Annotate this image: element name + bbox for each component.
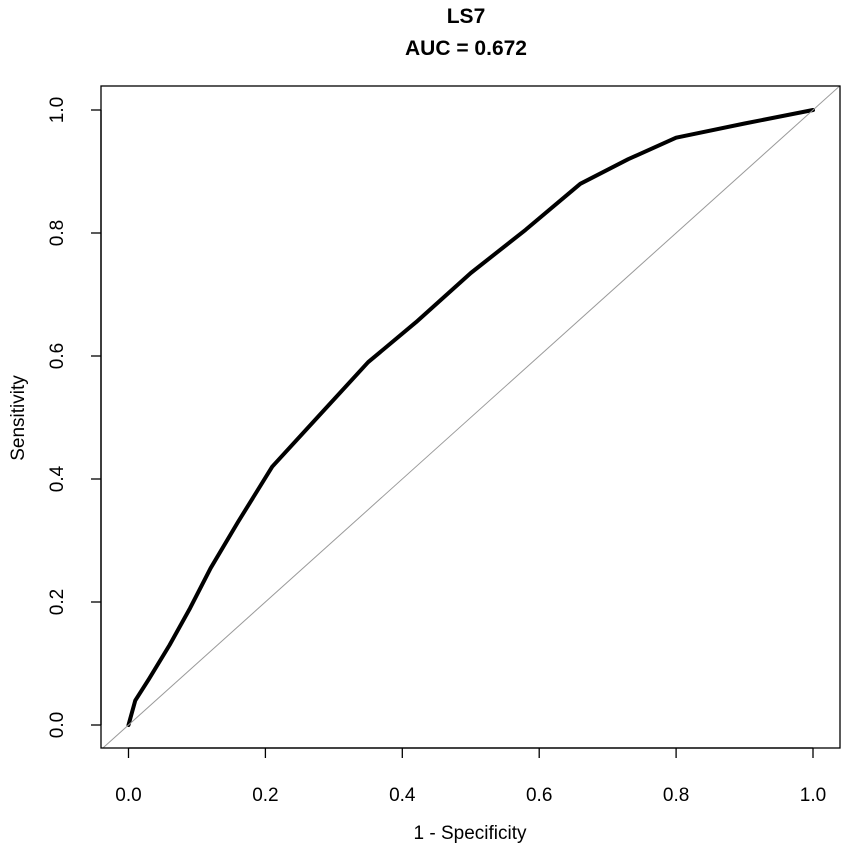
x-tick-label: 0.8 — [663, 785, 689, 806]
x-tick-label: 0.6 — [526, 785, 552, 806]
chart-title: LS7 — [447, 5, 486, 28]
x-tick-label: 0.4 — [389, 785, 416, 806]
y-tick-label: 1.0 — [47, 97, 68, 123]
x-tick-label: 0.0 — [115, 785, 141, 806]
y-tick-label: 0.0 — [47, 712, 68, 738]
x-axis-label: 1 - Specificity — [414, 823, 527, 844]
y-tick-label: 0.4 — [47, 465, 68, 492]
plot-area — [102, 86, 840, 748]
y-axis-label: Sensitivity — [8, 375, 29, 461]
y-tick-label: 0.2 — [47, 589, 68, 615]
reference-diagonal-line — [102, 86, 840, 748]
y-tick-label: 0.8 — [47, 220, 68, 246]
axes: 0.0 0.2 0.4 0.6 0.8 1.0 0.0 0.2 0.4 0.6 0.8 1.0 — [47, 85, 841, 806]
x-tick-label: 1.0 — [800, 785, 826, 806]
x-tick-label: 0.2 — [252, 785, 278, 806]
y-tick-label: 0.6 — [47, 343, 68, 369]
chart-subtitle: AUC = 0.672 — [405, 37, 527, 60]
roc-curve-line — [126, 108, 815, 727]
